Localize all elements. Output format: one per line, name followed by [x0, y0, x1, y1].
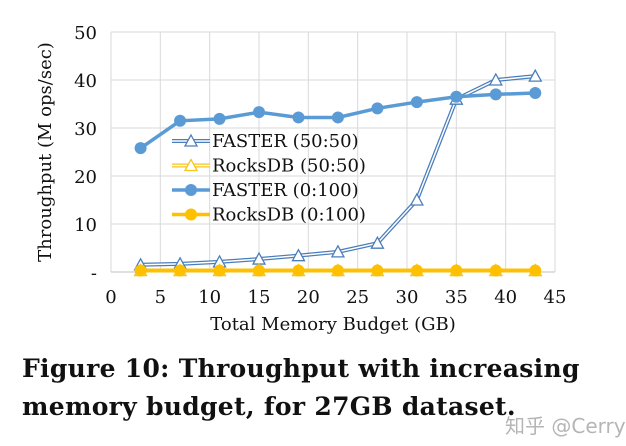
data-point-rocksdb-0-100 [371, 264, 384, 277]
data-point-faster-50-50 [528, 68, 543, 82]
data-point-rocksdb-0-100 [213, 264, 226, 277]
data-point-faster-0-100 [253, 106, 265, 119]
data-point-faster-0-100 [331, 111, 344, 124]
x-axis-label: Total Memory Budget (GB) [210, 314, 456, 335]
data-point-rocksdb-0-100 [134, 264, 147, 277]
x-tick-label: 20 [297, 287, 320, 308]
legend-marker-faster-0-100 [185, 184, 197, 196]
data-point-faster-0-100 [410, 96, 423, 109]
data-point-faster-50-50 [488, 72, 503, 86]
data-point-faster-50-50 [409, 192, 424, 206]
throughput-chart: 0 5 10 15 20 25 30 35 40 45 - 10 20 30 40 50 Total Memor… [35, 23, 567, 335]
x-tick-label: 45 [544, 287, 567, 308]
data-point-rocksdb-0-100 [292, 264, 305, 277]
data-point-rocksdb-0-100 [489, 264, 502, 277]
legend-label-rocksdb-50-50: RocksDB (50:50) [212, 156, 366, 177]
watermark: 知乎 @Cerry [505, 414, 626, 438]
data-point-faster-0-100 [174, 114, 187, 127]
y-tick-label: - [91, 263, 97, 284]
data-point-rocksdb-0-100 [410, 264, 423, 277]
data-point-faster-0-100 [489, 88, 502, 101]
x-tick-label: 10 [198, 287, 221, 308]
y-tick-label: 20 [74, 167, 97, 188]
x-tick-label: 0 [105, 287, 116, 308]
legend-marker-rocksdb-0-100 [185, 208, 197, 221]
y-tick-label: 40 [74, 71, 97, 92]
data-point-faster-0-100 [371, 102, 384, 115]
data-point-faster-50-50 [370, 235, 385, 249]
data-point-rocksdb-0-100 [529, 264, 542, 277]
figure-caption: Figure 10: Throughput with increasing me… [22, 354, 580, 421]
x-tick-label: 30 [396, 287, 419, 308]
x-tick-label: 35 [445, 287, 468, 308]
data-point-faster-50-50 [291, 248, 306, 262]
data-point-faster-50-50 [330, 244, 346, 258]
data-point-faster-0-100 [213, 112, 226, 125]
y-tick-label: 50 [74, 23, 97, 44]
legend-label-faster-50-50: FASTER (50:50) [212, 131, 359, 152]
data-point-faster-0-100 [292, 111, 305, 124]
x-tick-label: 15 [248, 287, 271, 308]
legend-label-faster-0-100: FASTER (0:100) [212, 180, 359, 201]
x-tick-label: 5 [155, 287, 166, 308]
data-point-faster-0-100 [529, 86, 542, 99]
y-tick-label: 30 [74, 119, 97, 140]
y-axis-label: Throughput (M ops/sec) [35, 42, 56, 262]
data-point-rocksdb-0-100 [450, 264, 463, 277]
x-tick-label: 25 [346, 287, 369, 308]
data-point-faster-0-100 [450, 90, 463, 103]
legend-marker-faster-50-50 [183, 133, 199, 147]
legend-label-rocksdb-0-100: RocksDB (0:100) [212, 205, 366, 226]
data-point-faster-0-100 [134, 142, 147, 155]
legend-marker-rocksdb-50-50 [183, 158, 199, 172]
data-point-rocksdb-0-100 [174, 264, 187, 277]
data-point-rocksdb-0-100 [253, 264, 265, 277]
x-tick-label: 40 [494, 287, 517, 308]
y-tick-label: 10 [74, 215, 97, 236]
data-point-rocksdb-0-100 [331, 264, 344, 277]
